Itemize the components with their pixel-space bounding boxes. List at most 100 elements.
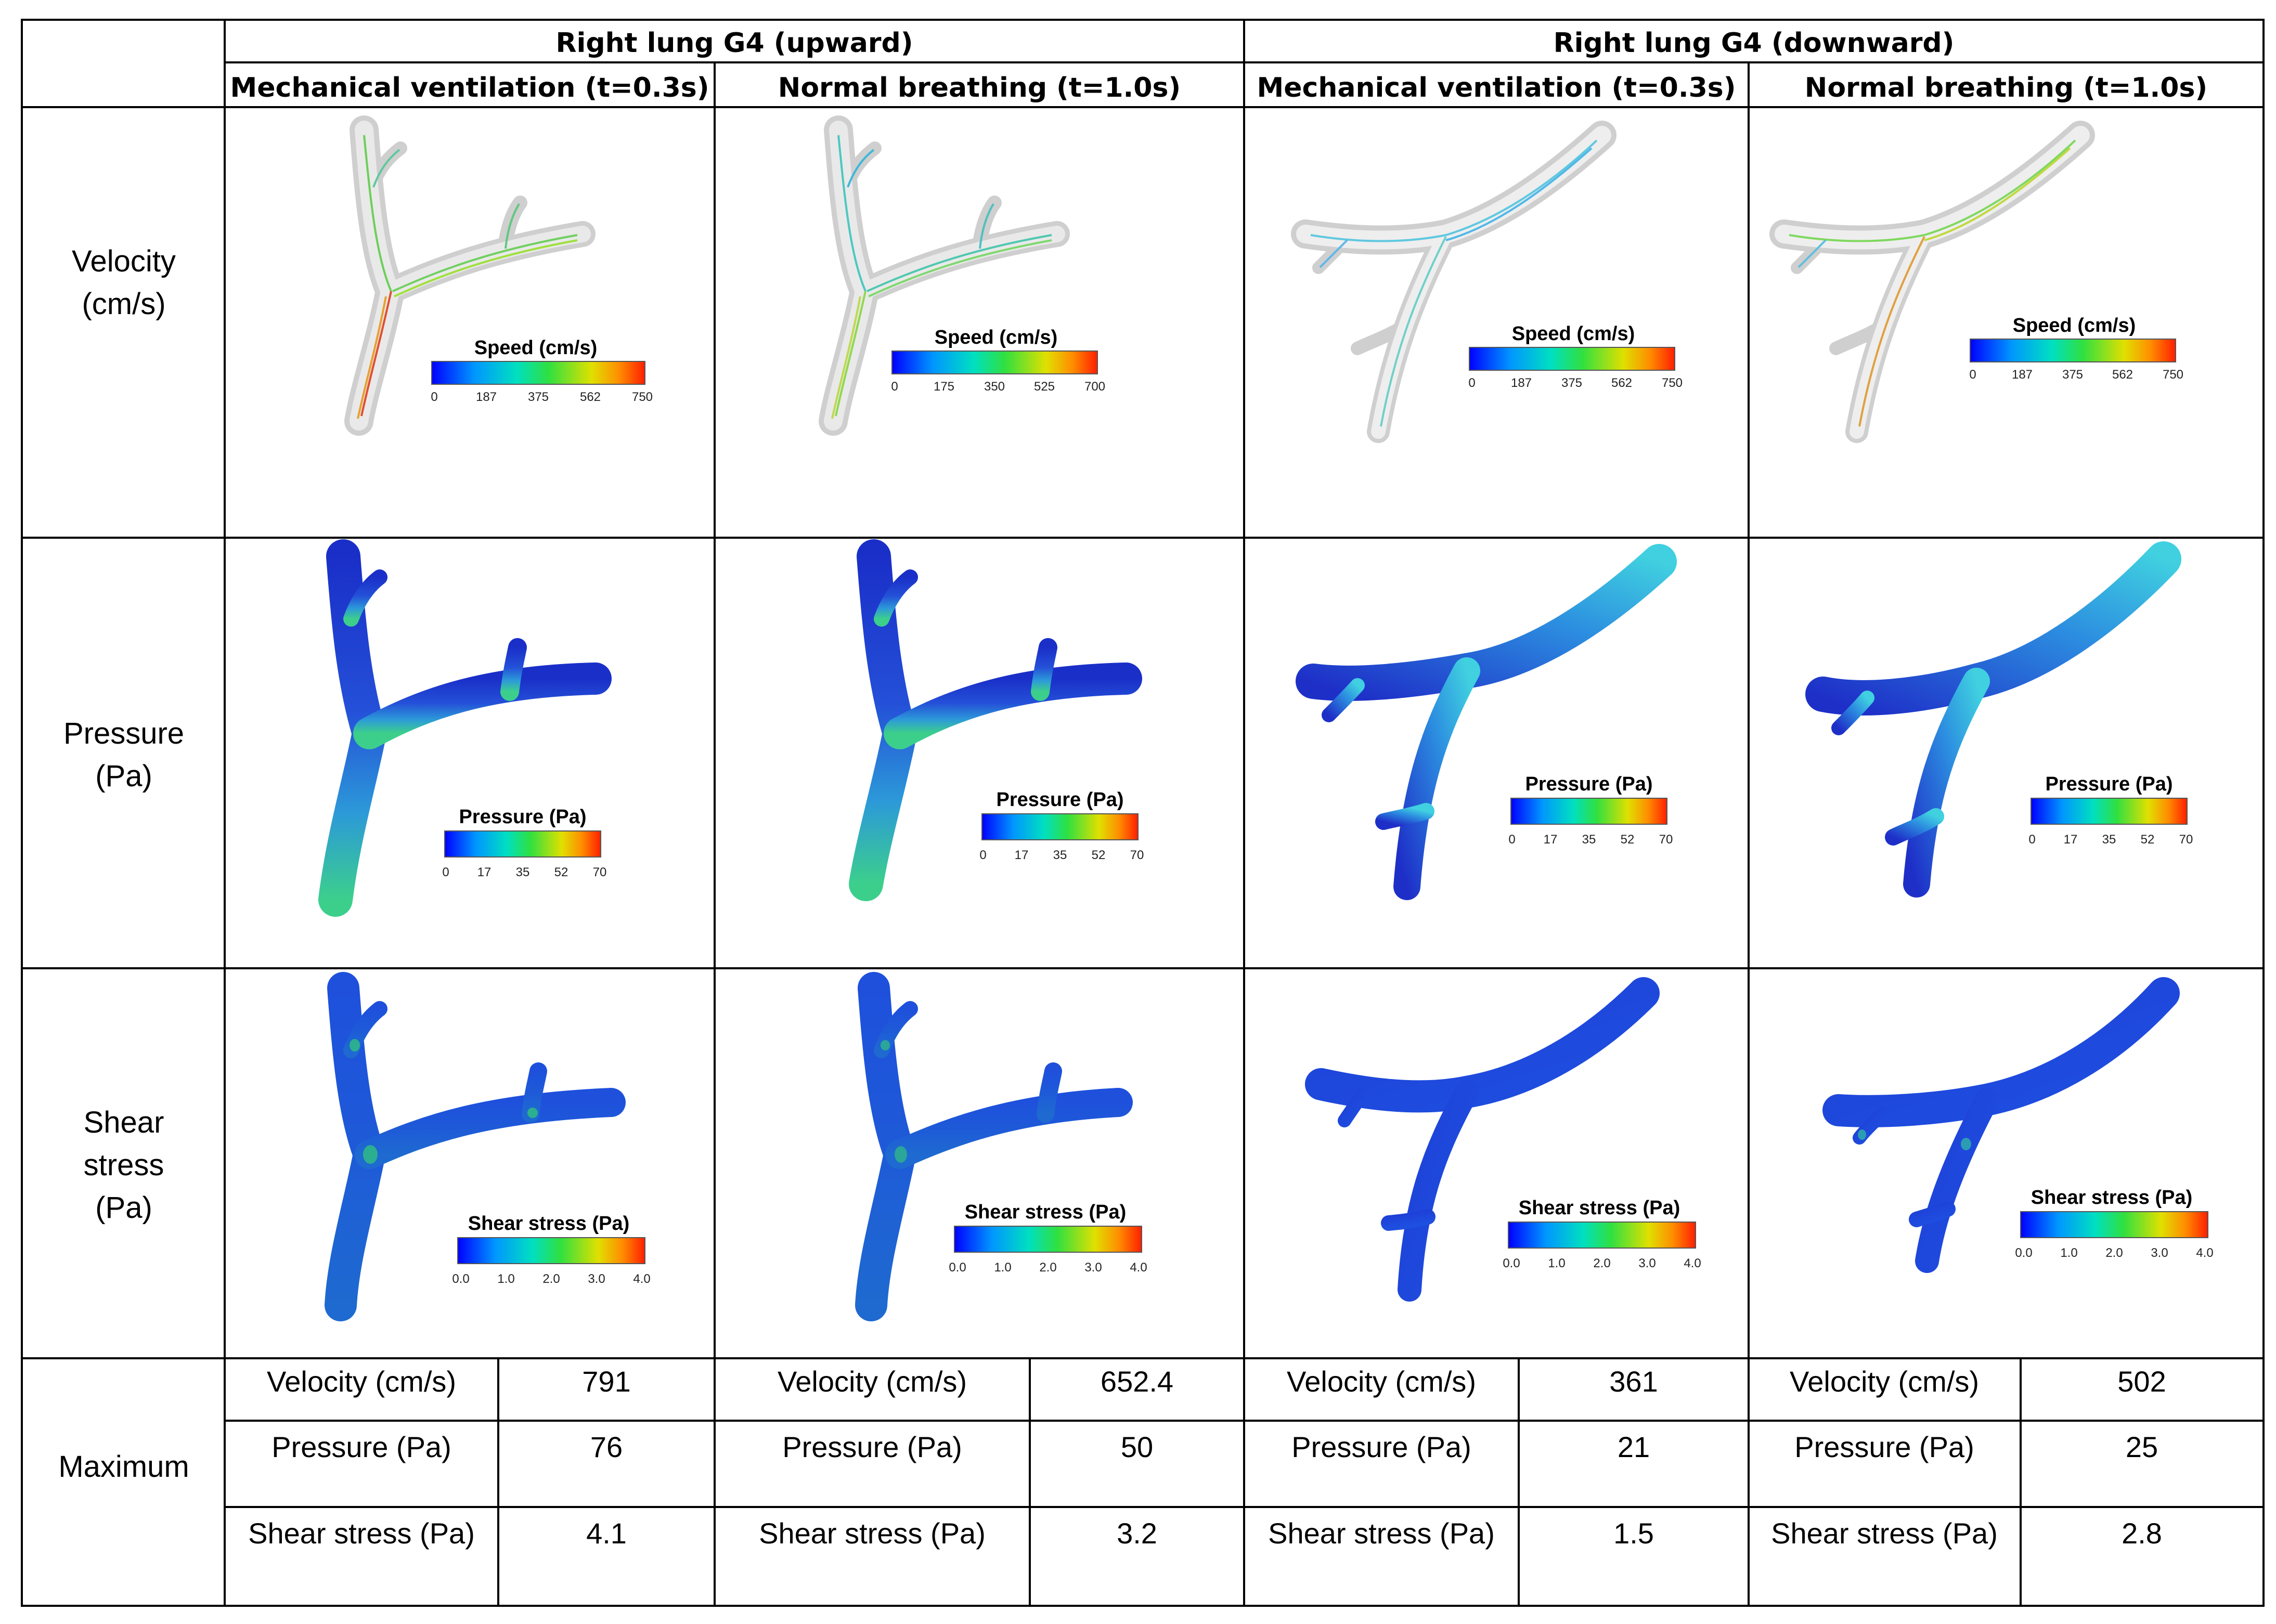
airway-velocity-downward-mv (1291, 121, 1617, 443)
colorbar-tick: 17 (1015, 848, 1029, 862)
condition-header-2: Normal breathing (t=1.0s) (778, 72, 1181, 103)
colorbar-tick: 0 (1508, 833, 1515, 847)
colorbar-tick: 1.0 (1548, 1256, 1565, 1270)
colorbar-title: Speed (cm/s) (2013, 315, 2136, 336)
colorbar-tick: 1.0 (2060, 1246, 2077, 1260)
colorbar-pressure-2: Pressure (Pa) 0 17 35 52 70 (979, 789, 1144, 862)
colorbar-velocity-2: Speed (cm/s) 0 175 350 525 700 (891, 327, 1105, 394)
colorbar-tick: 0 (979, 848, 986, 862)
colorbar-title: Shear stress (Pa) (965, 1201, 1127, 1223)
colorbar-tick: 0 (2028, 833, 2035, 847)
colorbar-tick: 52 (554, 865, 568, 879)
max-label-pressure: Pressure (Pa) (782, 1431, 962, 1463)
max-value: 25 (2126, 1431, 2158, 1463)
max-value: 3.2 (1117, 1517, 1157, 1550)
colorbar-tick: 0 (891, 380, 898, 394)
max-label-velocity: Velocity (cm/s) (1790, 1365, 1979, 1398)
max-label-velocity: Velocity (cm/s) (1287, 1365, 1476, 1398)
colorbar-tick: 2.0 (542, 1272, 560, 1286)
colorbar-title: Speed (cm/s) (935, 327, 1058, 348)
airway-pressure-upward-mv (318, 539, 612, 917)
colorbar-tick: 17 (2064, 833, 2078, 847)
condition-header-4: Normal breathing (t=1.0s) (1805, 72, 2207, 103)
colorbar-tick: 175 (934, 380, 954, 394)
colorbar-tick: 562 (1611, 376, 1632, 390)
colorbar-title: Shear stress (Pa) (2031, 1187, 2193, 1209)
colorbar-tick: 750 (2163, 368, 2183, 382)
colorbar-tick: 0 (1969, 368, 1976, 382)
airway-shear-upward-nb (855, 972, 1133, 1321)
colorbar-tick: 17 (477, 865, 492, 879)
colorbar-tick: 0.0 (452, 1272, 469, 1286)
colorbar-tick: 4.0 (2196, 1246, 2213, 1260)
max-value: 502 (2117, 1365, 2166, 1398)
colorbar-tick: 35 (1053, 848, 1067, 862)
max-label-shear: Shear stress (Pa) (1268, 1517, 1495, 1550)
colorbar-title: Pressure (Pa) (996, 789, 1123, 811)
colorbar-title: Pressure (Pa) (1525, 773, 1652, 795)
max-value: 1.5 (1613, 1517, 1654, 1550)
row-label-velocity-2: (cm/s) (82, 287, 165, 321)
colorbar-velocity-3: Speed (cm/s) 0 187 375 562 750 (1468, 323, 1683, 390)
row-label-pressure-1: Pressure (63, 717, 184, 750)
colorbar-tick: 70 (593, 865, 607, 879)
airway-shear-downward-nb (1822, 977, 2180, 1273)
colorbar-tick: 4.0 (633, 1272, 650, 1286)
condition-header-1: Mechanical ventilation (t=0.3s) (230, 72, 709, 103)
max-label-velocity: Velocity (cm/s) (267, 1365, 456, 1398)
colorbar-tick: 52 (1621, 833, 1635, 847)
colorbar-tick: 750 (632, 390, 653, 404)
colorbar-tick: 0.0 (949, 1261, 966, 1275)
colorbar-tick: 4.0 (1684, 1256, 1701, 1270)
colorbar-velocity-4: Speed (cm/s) 0 187 375 562 750 (1969, 315, 2183, 382)
colorbar-shear-4: Shear stress (Pa) 0.0 1.0 2.0 3.0 4.0 (2015, 1187, 2213, 1260)
colorbar-shear-1: Shear stress (Pa) 0.0 1.0 2.0 3.0 4.0 (452, 1213, 650, 1286)
row-label-shear-3: (Pa) (95, 1191, 152, 1225)
group-header-downward: Right lung G4 (downward) (1554, 28, 1955, 59)
colorbar-tick: 0.0 (2015, 1246, 2032, 1260)
colorbar-tick: 4.0 (1130, 1261, 1147, 1275)
colorbar-tick: 35 (1582, 833, 1596, 847)
colorbar-tick: 2.0 (2105, 1246, 2123, 1260)
colorbar-tick: 375 (528, 390, 549, 404)
colorbar-tick: 3.0 (2151, 1246, 2168, 1260)
colorbar-tick: 2.0 (1593, 1256, 1610, 1270)
max-value: 21 (1618, 1431, 1650, 1463)
colorbar-tick: 700 (1084, 380, 1105, 394)
colorbar-tick: 525 (1034, 380, 1055, 394)
colorbar-title: Shear stress (Pa) (468, 1213, 630, 1235)
colorbar-tick: 70 (2179, 833, 2193, 847)
colorbar-tick: 0.0 (1503, 1256, 1520, 1270)
row-label-velocity-1: Velocity (72, 244, 176, 278)
colorbar-tick: 70 (1130, 848, 1144, 862)
airway-velocity-upward-nb (819, 115, 1070, 436)
colorbar-tick: 52 (2141, 833, 2155, 847)
colorbar-tick: 375 (2062, 368, 2083, 382)
max-label-velocity: Velocity (cm/s) (778, 1365, 967, 1398)
colorbar-tick: 187 (476, 390, 497, 404)
airway-shear-downward-mv (1305, 977, 1660, 1302)
colorbar-tick: 3.0 (1084, 1261, 1102, 1275)
airway-pressure-upward-nb (849, 539, 1142, 901)
row-label-pressure-2: (Pa) (95, 759, 152, 793)
colorbar-tick: 0 (431, 390, 437, 404)
max-value: 652.4 (1101, 1365, 1173, 1398)
row-label-maximum: Maximum (58, 1450, 189, 1484)
row-label-shear-2: stress (84, 1148, 164, 1182)
max-value: 361 (1609, 1365, 1658, 1398)
max-label-pressure: Pressure (Pa) (1291, 1431, 1471, 1463)
condition-header-3: Mechanical ventilation (t=0.3s) (1257, 72, 1736, 103)
colorbar-tick: 1.0 (994, 1261, 1011, 1275)
colorbar-tick: 35 (516, 865, 530, 879)
colorbar-pressure-4: Pressure (Pa) 0 17 35 52 70 (2028, 773, 2193, 847)
colorbar-tick: 17 (1544, 833, 1558, 847)
colorbar-tick: 562 (2112, 368, 2133, 382)
colorbar-title: Speed (cm/s) (1512, 323, 1635, 345)
table-grid (21, 19, 2265, 1607)
airway-velocity-downward-nb (1769, 121, 2095, 443)
max-value: 4.1 (586, 1517, 627, 1550)
max-value: 76 (590, 1431, 623, 1463)
colorbar-tick: 375 (1561, 376, 1582, 390)
colorbar-title: Pressure (Pa) (2045, 773, 2172, 795)
colorbar-tick: 187 (1511, 376, 1532, 390)
